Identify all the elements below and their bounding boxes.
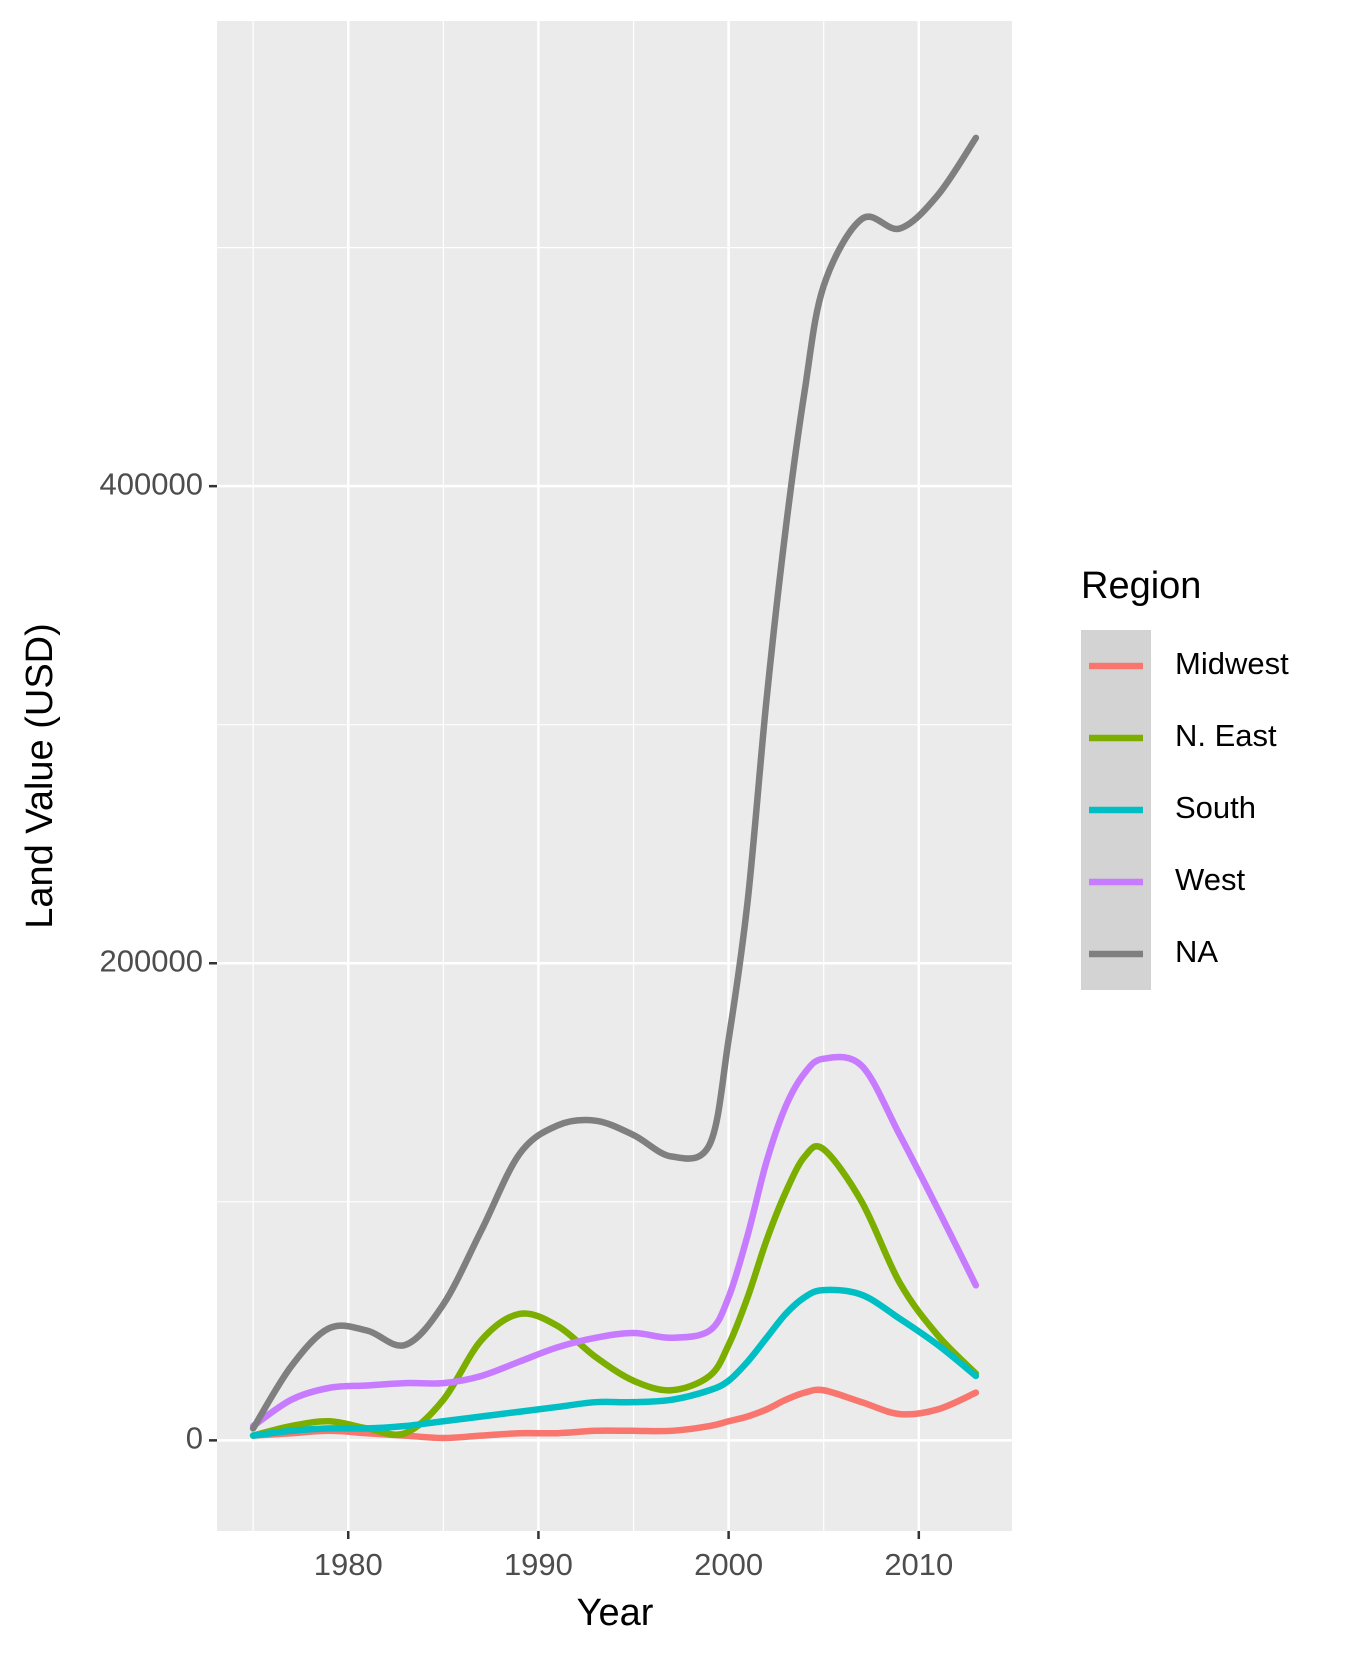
lines	[249, 134, 980, 1442]
series-line	[249, 1286, 980, 1439]
series-line	[249, 134, 980, 1432]
x-tick-label: 2010	[884, 1547, 953, 1582]
y-tick-label: 400000	[100, 466, 203, 501]
series-line	[249, 1053, 980, 1430]
grid: 0 200000 400000 1980 1990 2000 2010	[100, 21, 1012, 1582]
panel	[217, 21, 1012, 1531]
legend: Midwest N. East South West NA	[1081, 630, 1289, 990]
legend-label: NA	[1175, 934, 1218, 969]
legend-title: Region	[1081, 565, 1201, 607]
x-tick-label: 2000	[694, 1547, 763, 1582]
legend-label: Midwest	[1175, 646, 1289, 681]
y-tick-label: 0	[186, 1421, 203, 1456]
x-tick-label: 1980	[314, 1547, 383, 1582]
x-tick-label: 1990	[504, 1547, 573, 1582]
legend-label: South	[1175, 790, 1256, 825]
y-axis-title: Land Value (USD)	[19, 623, 61, 929]
series-line	[249, 1143, 980, 1439]
y-tick-label: 200000	[100, 943, 203, 978]
legend-label: N. East	[1175, 718, 1277, 753]
legend-label: West	[1175, 862, 1245, 897]
x-axis-title: Year	[577, 1592, 654, 1634]
